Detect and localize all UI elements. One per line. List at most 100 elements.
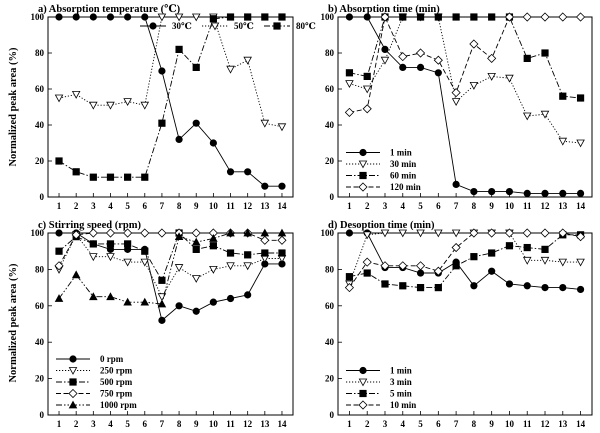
panel-d-ytick-label: 80 (325, 264, 335, 274)
panel-b-xtick-label: 7 (454, 201, 459, 211)
panel-b-series-3-line (349, 15, 581, 113)
panel-c-series-4-point (157, 299, 167, 308)
panel-b-series-0-line (349, 16, 581, 194)
panel-b-xtick-label: 4 (401, 201, 406, 211)
panel-d-xtick-label: 4 (401, 419, 406, 429)
panel-b-series-1-point (558, 137, 568, 146)
panel-d-xtick-label: 8 (472, 419, 477, 429)
panel-c-series-3-point (123, 228, 133, 238)
panel-c-xtick-label: 1 (57, 419, 62, 429)
panel-c-series-2-point (124, 240, 132, 248)
panel-c-series-4-point (191, 237, 201, 246)
panel-c-series-3-point (88, 228, 98, 238)
panel-b-series-1-line (349, 16, 581, 144)
panel-d-series-1-point (362, 231, 372, 240)
panel-c-series-1-point (123, 258, 132, 267)
panel-d-frame (337, 232, 593, 416)
panel-d-series-2-point (505, 242, 514, 250)
panel-c-legend-label: 500 rpm (100, 377, 133, 387)
panel-b-ytick-label: 80 (325, 48, 335, 58)
panel-c-series-2-point (55, 247, 63, 255)
panel-a-series-2-point (55, 157, 63, 165)
panel-d-series-2-point (363, 269, 371, 277)
panel-b-legend-marker (359, 171, 367, 180)
panel-a-ytick-label: 60 (35, 84, 45, 94)
panel-b-series-1-point (540, 110, 550, 119)
panel-b-xtick-label: 1 (347, 201, 352, 211)
panel-c-series-4-point (54, 294, 64, 302)
panel-c-series-2-point (261, 249, 269, 257)
panel-c-series-4-point (89, 292, 98, 301)
panel-a-series-1-point (174, 13, 184, 22)
panel-d-series-1-point (416, 229, 425, 238)
panel-d-series-0-point (505, 280, 514, 288)
panel-c-series-3-point (191, 228, 201, 238)
panel-b-series-0-point (416, 63, 425, 72)
panel-b-series-3-point (487, 53, 497, 63)
panel-b-xtick-label: 3 (383, 201, 388, 211)
panel-c-series-1-point (226, 262, 235, 271)
panel-c-series-1-point (191, 275, 201, 283)
panel-a-xtick-label: 2 (74, 201, 79, 211)
panel-a-series-0-point (244, 168, 252, 176)
panel-a-series-1-point (226, 65, 235, 74)
panel-d-series-1-point (540, 256, 550, 265)
panel-d-legend-marker (359, 366, 367, 375)
panel-b-xtick-label: 13 (558, 201, 568, 211)
panel-b-series-2-point (452, 13, 460, 21)
panel-d-ytick-label: 0 (330, 410, 335, 420)
panel-a-series-0-point (261, 182, 269, 190)
panel-b-series-0-point (345, 13, 354, 21)
panel-b-series-0-point (381, 45, 389, 54)
panel-d-series-2-point (381, 280, 389, 288)
panel-a-title: a) Absorption temperature (℃) (38, 4, 181, 15)
panel-c-legend-marker (68, 388, 78, 399)
panel-b-series-0-point (399, 63, 407, 72)
panel-a-absorption-temperature: a) Absorption temperature (℃) 0 20 40 60 80 10… (31, 4, 317, 211)
panel-a-series-2-point (124, 173, 132, 181)
panel-c-legend-marker (68, 367, 78, 375)
y-axis-label-bottom: Normalized peak area (%) (8, 263, 19, 383)
panel-a-series-1-point (140, 101, 150, 110)
panel-b-ytick-label: 0 (330, 192, 335, 202)
panel-a-series-0-point (278, 182, 286, 190)
panel-c-series-0-point (158, 316, 166, 324)
panel-c-xtick-label: 4 (108, 419, 113, 429)
panel-d-series-3-point (380, 261, 390, 271)
panel-a-series-2-point (226, 13, 235, 21)
panel-c-xtick-label: 6 (143, 419, 148, 429)
panel-a-series-1-point (191, 13, 201, 22)
panel-a-xtick-label: 10 (209, 201, 219, 211)
panel-a-series-1-point (243, 56, 252, 65)
panel-d-ytick-label: 60 (325, 301, 335, 311)
panel-d-series-3-point (558, 228, 568, 238)
panel-a-series-0-point (72, 13, 80, 21)
panel-a-series-2 (55, 13, 286, 181)
panel-c-series-3-point (105, 228, 116, 238)
panel-a-series-0-point (141, 13, 149, 21)
panel-b-series-3-point (362, 104, 372, 114)
panel-b-ytick-label: 40 (325, 120, 335, 130)
panel-a-legend-label: 50℃ (234, 21, 254, 31)
panel-d-xtick-label: 13 (558, 419, 568, 429)
panel-a-legend-label: 80℃ (296, 21, 316, 31)
panel-a-legend-label: 30℃ (172, 21, 192, 31)
panel-b-series-3-point (522, 12, 532, 22)
panel-b-xtick-label: 6 (436, 201, 441, 211)
panel-a-series-2-point (192, 63, 200, 71)
panel-d-xtick-label: 6 (436, 419, 441, 429)
panel-c-series-0-point (244, 291, 252, 299)
panel-c-series-2-point (192, 245, 200, 253)
panel-a-xtick-label: 1 (57, 201, 62, 211)
panel-b-series-2-point (576, 94, 585, 102)
panel-a-legend-marker (210, 22, 220, 31)
panel-c-series-4-point (174, 232, 184, 241)
panel-d-series-1-point (576, 258, 585, 267)
panel-b-series-1-point (380, 56, 390, 65)
panel-b-series-0-point (363, 13, 371, 21)
panel-b-series-0-point (434, 69, 442, 77)
panel-c-series-2-point (244, 251, 252, 259)
panel-d-series-3-point (469, 228, 479, 238)
panel-c-legend-label: 250 rpm (100, 366, 133, 376)
